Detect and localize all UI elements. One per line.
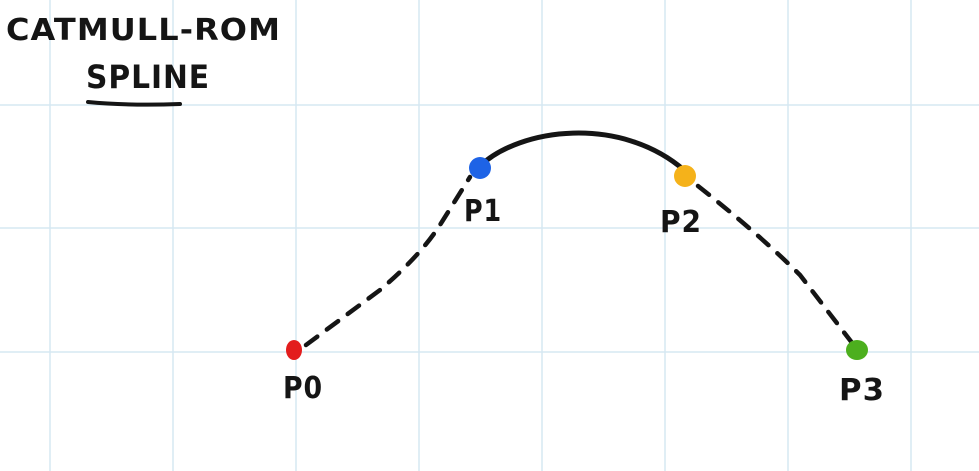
dashed-line-p0-p1	[303, 174, 473, 348]
spline-curve	[477, 130, 687, 173]
label-p2: P2	[660, 205, 702, 240]
point-p3	[846, 340, 868, 360]
point-p1	[469, 157, 491, 179]
title-underline	[86, 100, 182, 107]
title-line-2: SPLINE	[86, 58, 210, 96]
title-line-1: CATMULL-ROM	[6, 13, 281, 48]
label-p0: P0	[283, 371, 323, 406]
label-p1: P1	[464, 194, 502, 229]
dashed-line-p2-p3	[695, 183, 859, 351]
point-p2	[674, 165, 696, 187]
label-p3: P3	[839, 373, 885, 408]
point-p0	[286, 340, 302, 360]
